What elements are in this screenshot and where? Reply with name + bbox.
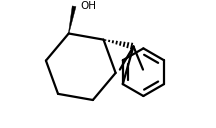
Polygon shape xyxy=(68,6,76,34)
Text: OH: OH xyxy=(80,1,96,11)
